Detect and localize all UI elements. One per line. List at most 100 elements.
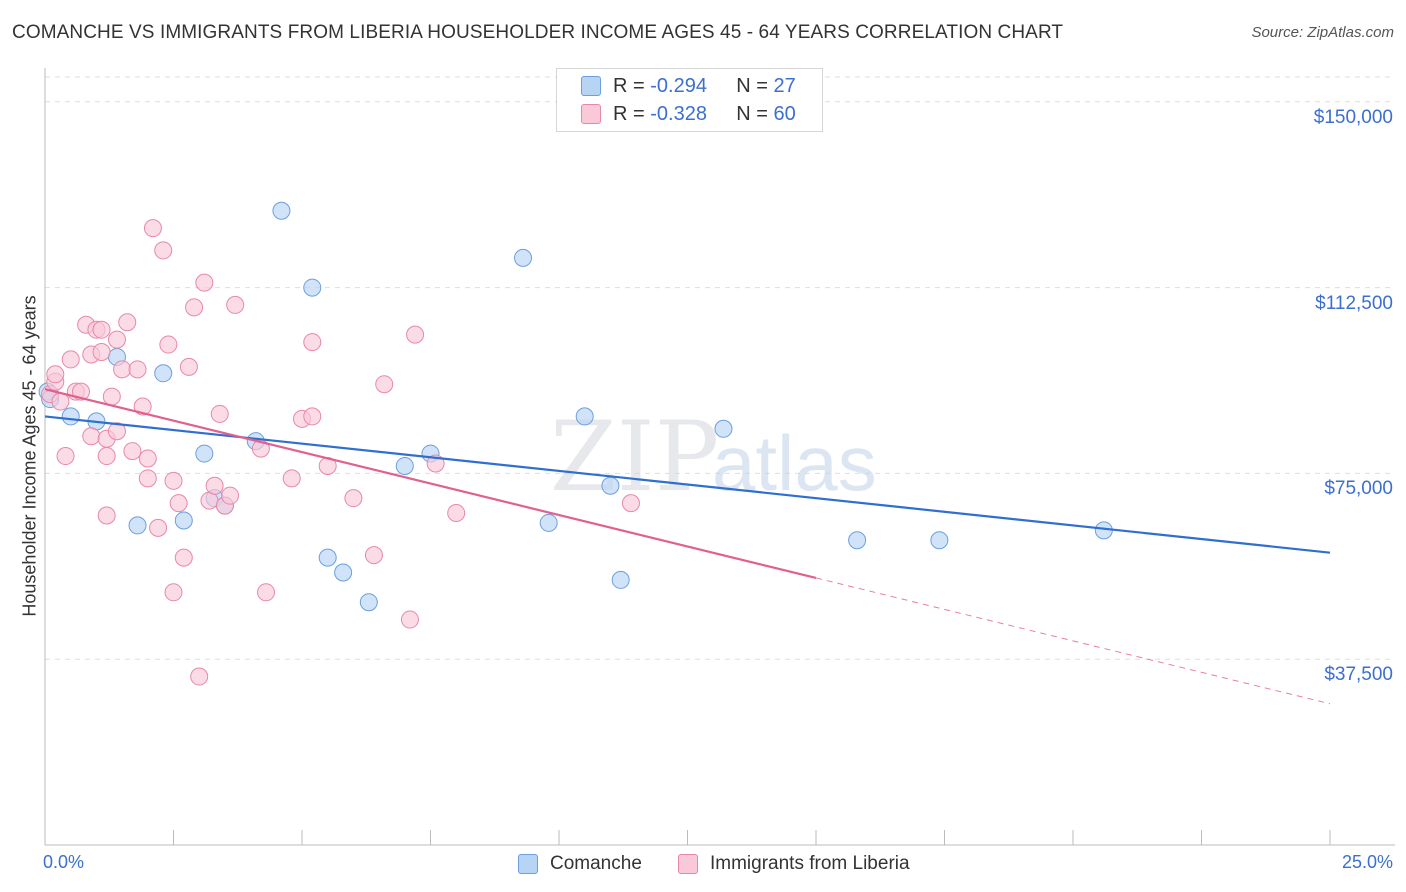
liberia-point — [303, 333, 322, 352]
comanche-trend-line — [44, 415, 1331, 554]
stats-row-liberia: R = -0.328 N = 60 — [581, 102, 796, 126]
comanche-point — [395, 456, 414, 475]
comanche-point — [334, 563, 353, 582]
liberia-point — [164, 471, 183, 490]
r-label: R = — [613, 74, 651, 97]
liberia-point — [138, 469, 157, 488]
liberia-point — [169, 494, 188, 513]
liberia-point — [400, 610, 419, 629]
liberia-point — [159, 335, 178, 354]
liberia-point — [282, 469, 301, 488]
liberia-point — [143, 219, 162, 238]
liberia-point — [174, 548, 193, 567]
liberia-point — [375, 375, 394, 394]
comanche-point — [539, 513, 558, 532]
liberia-point — [138, 449, 157, 468]
stats-row-comanche: R = -0.294 N = 27 — [581, 74, 796, 98]
comanche-point — [601, 476, 620, 495]
y-tick-label: $75,000 — [1324, 478, 1393, 500]
n-label: N = — [736, 74, 774, 97]
liberia-point — [118, 313, 137, 332]
liberia-point — [344, 489, 363, 508]
comanche-point — [128, 516, 147, 535]
legend-item-comanche: Comanche — [518, 853, 642, 875]
liberia-trend-extension — [815, 577, 1331, 705]
comanche-point — [930, 531, 949, 550]
liberia-point — [97, 447, 116, 466]
comanche-point — [714, 419, 733, 438]
legend-item-liberia: Immigrants from Liberia — [678, 853, 910, 875]
r-value: -0.294 — [650, 74, 707, 97]
liberia-point — [107, 330, 126, 349]
liberia-point — [210, 404, 229, 423]
legend-label: Immigrants from Liberia — [710, 853, 910, 874]
comanche-point — [848, 531, 867, 550]
y-tick-label: $150,000 — [1313, 106, 1393, 128]
r-label: R = — [613, 102, 651, 125]
liberia-point — [364, 546, 383, 565]
y-tick-label: $112,500 — [1315, 292, 1393, 314]
liberia-point — [221, 486, 240, 505]
liberia-point — [164, 583, 183, 602]
series-legend: Comanche Immigrants from Liberia — [0, 852, 1406, 878]
liberia-point — [82, 427, 101, 446]
comanche-point — [154, 364, 173, 383]
liberia-point — [46, 365, 65, 384]
r-value: -0.328 — [650, 102, 707, 125]
liberia-point — [61, 350, 80, 369]
gridlines — [45, 76, 1395, 660]
liberia-point — [190, 667, 209, 686]
comanche-point — [514, 248, 533, 267]
source-label: Source: ZipAtlas.com — [1251, 24, 1394, 41]
liberia-point — [97, 506, 116, 525]
liberia-swatch — [678, 854, 698, 874]
liberia-point — [303, 407, 322, 426]
liberia-point — [133, 397, 152, 416]
liberia-point — [102, 387, 121, 406]
liberia-point — [123, 442, 142, 461]
comanche-swatch — [581, 76, 601, 96]
trend-lines — [44, 388, 1331, 705]
stats-legend: R = -0.294 N = 27 R = -0.328 N = 60 — [556, 68, 823, 132]
liberia-point — [226, 295, 245, 314]
comanche-point — [359, 593, 378, 612]
liberia-point — [195, 273, 214, 292]
liberia-swatch — [581, 104, 601, 124]
liberia-point — [51, 392, 70, 411]
comanche-point — [303, 278, 322, 297]
liberia-point — [406, 325, 425, 344]
liberia-point — [257, 583, 276, 602]
comanche-swatch — [518, 854, 538, 874]
data-points — [38, 201, 1113, 686]
x-tick-min: 0.0% — [43, 852, 85, 872]
axes — [44, 68, 1395, 846]
liberia-trend-line — [44, 388, 817, 580]
n-value: 27 — [773, 74, 796, 97]
comanche-point — [575, 407, 594, 426]
liberia-point — [447, 504, 466, 523]
liberia-point — [149, 518, 168, 537]
n-label: N = — [736, 102, 774, 125]
liberia-point — [128, 360, 147, 379]
liberia-point — [185, 298, 204, 317]
comanche-point — [611, 570, 630, 589]
legend-label: Comanche — [550, 853, 642, 874]
comanche-point — [174, 511, 193, 530]
liberia-point — [113, 360, 132, 379]
liberia-point — [107, 422, 126, 441]
chart-title: COMANCHE VS IMMIGRANTS FROM LIBERIA HOUS… — [12, 22, 1064, 43]
comanche-point — [61, 407, 80, 426]
watermark-atlas: atlas — [712, 419, 877, 507]
watermark: ZIP atlas — [550, 401, 877, 513]
comanche-point — [318, 548, 337, 567]
y-tick-label: $37,500 — [1324, 664, 1393, 686]
liberia-point — [56, 447, 75, 466]
liberia-point — [92, 320, 111, 339]
x-tick-max: 25.0% — [1341, 852, 1393, 872]
liberia-point — [179, 357, 198, 376]
liberia-point — [621, 494, 640, 513]
comanche-point — [195, 444, 214, 463]
n-value: 60 — [773, 102, 796, 125]
comanche-point — [272, 201, 291, 220]
liberia-point — [92, 342, 111, 361]
